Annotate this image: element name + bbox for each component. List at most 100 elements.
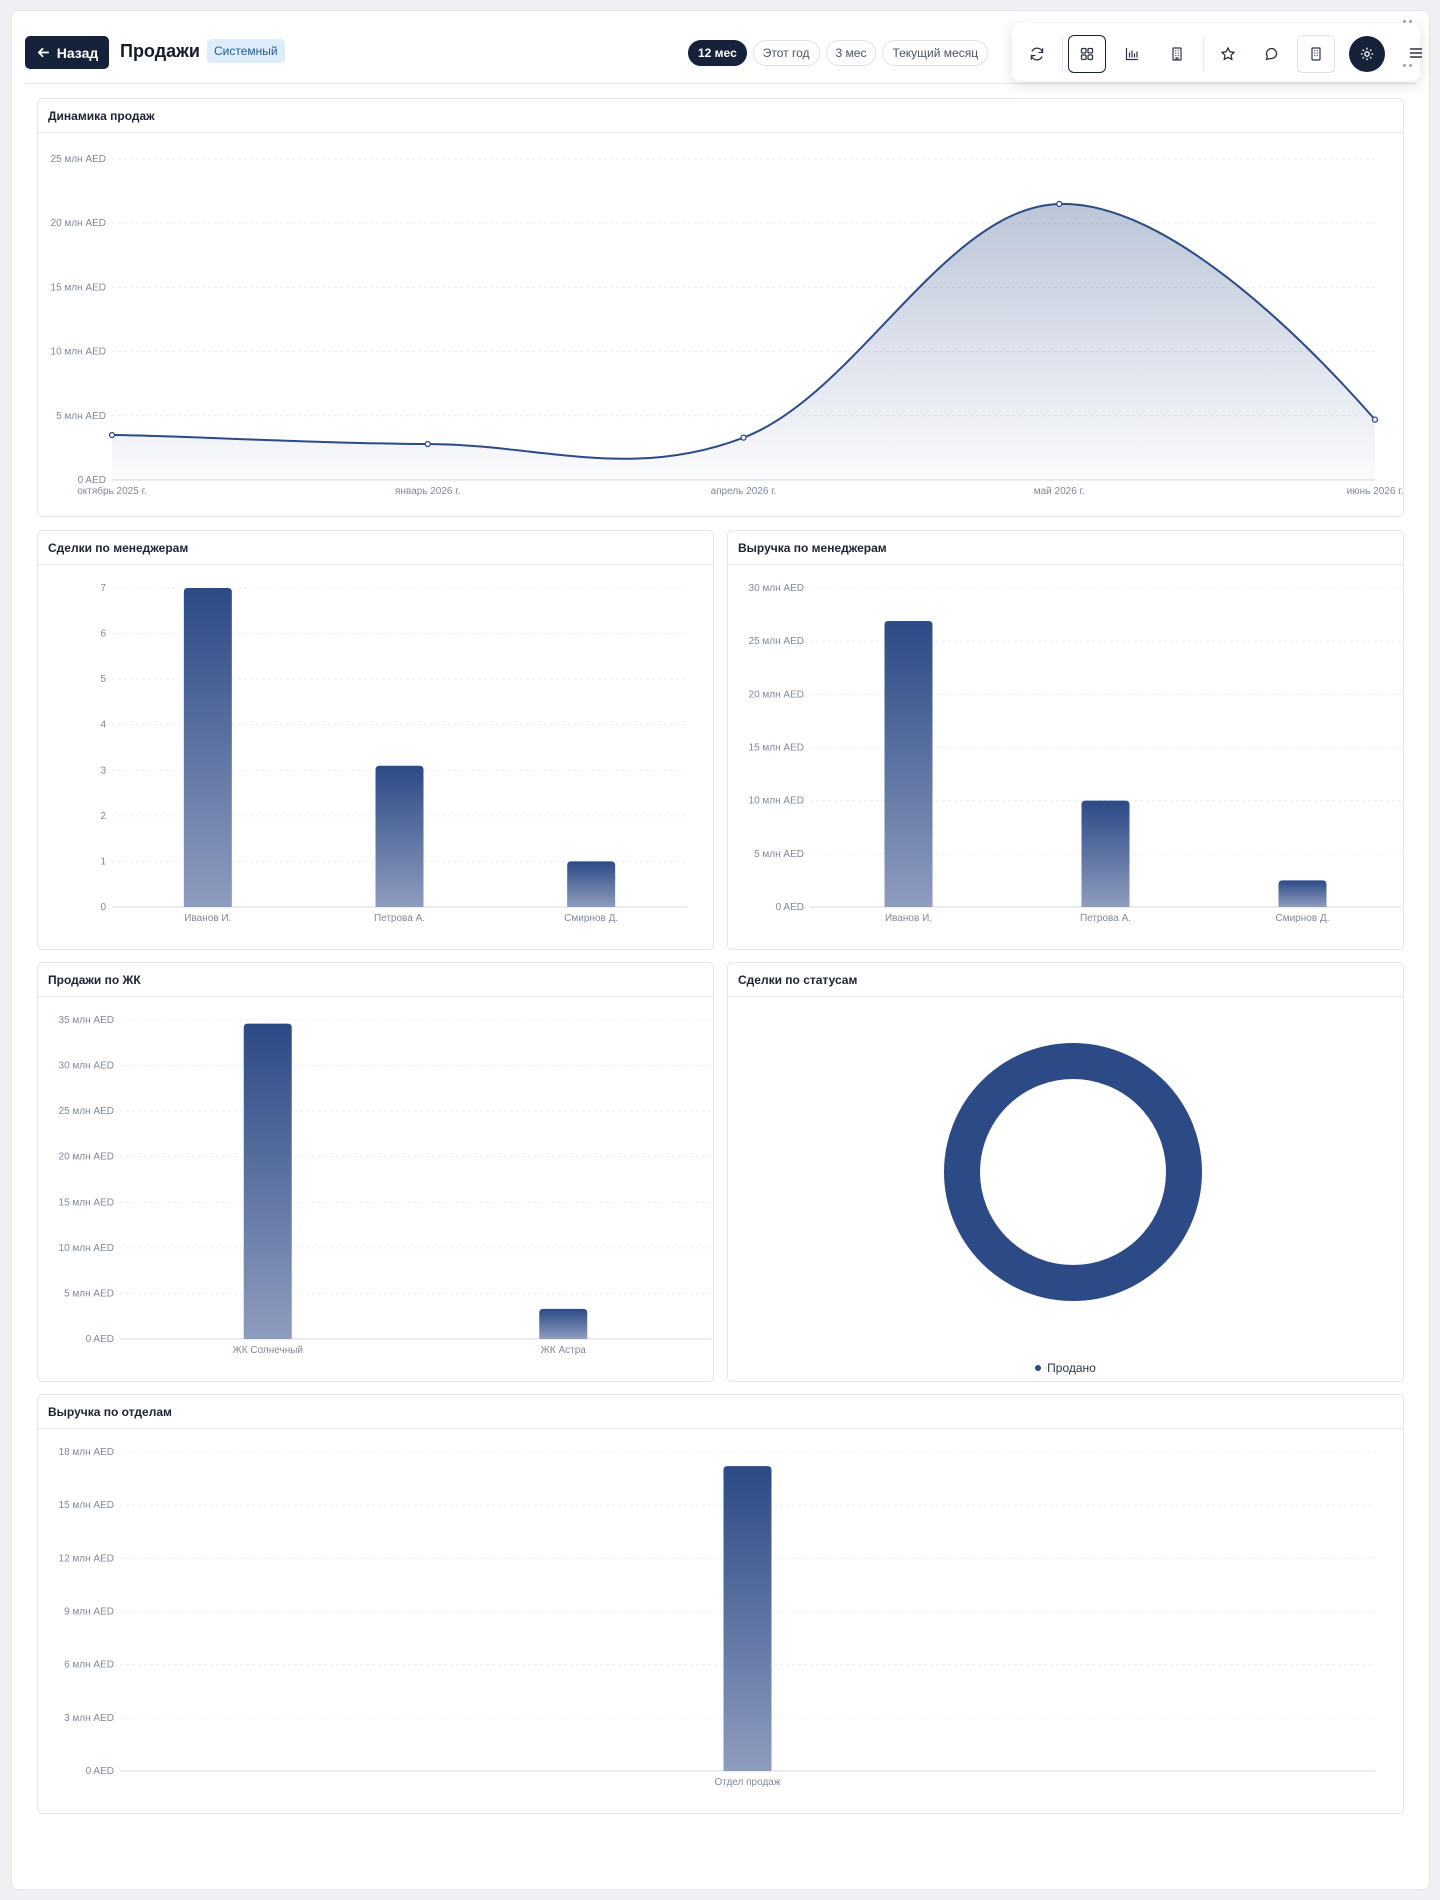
- sales-by-complex-chart: 0 AED 5 млн AED 10 млн AED 15 млн AED 20 млн…: [59, 1015, 711, 1356]
- settings-icon: [1360, 47, 1374, 61]
- x-tick-label: Смирнов Д.: [564, 913, 618, 924]
- y-tick-label: 30 млн AED: [59, 1061, 114, 1072]
- y-tick-label: 12 млн AED: [59, 1553, 114, 1564]
- card-title: Сделки по статусам: [728, 963, 1403, 997]
- period-current-month[interactable]: Текущий месяц: [882, 40, 989, 66]
- data-point[interactable]: [1371, 416, 1379, 423]
- menu-icon: [1409, 48, 1423, 58]
- bar-chart-icon: [1125, 47, 1139, 61]
- comments-button[interactable]: [1253, 35, 1291, 73]
- y-tick-label: 1: [100, 856, 106, 867]
- y-tick-label: 15 млн AED: [59, 1197, 114, 1208]
- deals-by-manager-chart: 0 1 2 3 4 5 6 7 Иванов И. Петрова А. Смирнов Д.: [100, 583, 687, 924]
- legend-label: Продано: [1047, 1361, 1096, 1375]
- bar[interactable]: [723, 1466, 772, 1771]
- y-tick-label: 4: [100, 720, 106, 731]
- x-tick-label: Смирнов Д.: [1276, 913, 1330, 924]
- grid-view-button[interactable]: [1068, 35, 1106, 73]
- y-tick-label: 10 млн AED: [59, 1243, 114, 1254]
- y-tick-label: 25 млн AED: [59, 1106, 114, 1117]
- data-point[interactable]: [108, 431, 116, 439]
- y-tick-label: 6: [100, 629, 106, 640]
- card-sales-dynamics: Динамика продаж 0 AED 5 млн AED 10 млн AED…: [37, 98, 1404, 517]
- y-tick-label: 0 AED: [776, 902, 804, 913]
- y-tick-label: 15 млн AED: [51, 282, 106, 293]
- charts-button[interactable]: [1113, 35, 1151, 73]
- period-12m[interactable]: 12 мес: [688, 40, 747, 66]
- x-tick-label: Петрова А.: [1080, 913, 1131, 924]
- card-revenue-by-department: Выручка по отделам 0 AED 3 млн AED 6 млн A…: [37, 1394, 1404, 1814]
- y-tick-label: 30 млн AED: [749, 583, 804, 594]
- data-point[interactable]: [424, 440, 431, 448]
- bar[interactable]: [1278, 880, 1327, 907]
- bar[interactable]: [539, 1308, 588, 1339]
- y-tick-label: 5 млн AED: [56, 411, 106, 422]
- favorites-button[interactable]: [1209, 35, 1247, 73]
- card-title: Выручка по отделам: [38, 1395, 1403, 1429]
- deals-by-status-chart: [944, 1043, 1202, 1301]
- toolbar-divider: [1062, 37, 1063, 71]
- drag-handle-bottom[interactable]: [1403, 64, 1413, 68]
- y-tick-label: 0: [100, 902, 106, 913]
- x-tick-label: Иванов И.: [184, 913, 231, 924]
- y-tick-label: 0 AED: [78, 475, 106, 486]
- bar[interactable]: [884, 620, 933, 907]
- period-filter: 12 мес Этот год 3 мес Текущий месяц: [688, 40, 989, 66]
- y-tick-label: 18 млн AED: [59, 1447, 114, 1458]
- dashboard-page: Назад Продажи Системный 12 мес Этот год …: [12, 11, 1429, 1889]
- revenue-by-manager-chart: 0 AED 5 млн AED 10 млн AED 15 млн AED 20 млн…: [749, 583, 1401, 924]
- card-deals-by-manager: Сделки по менеджерам 0 1 2 3 4 5 6 7 Иванов И. Пе…: [37, 530, 714, 950]
- card-title: Выручка по менеджерам: [728, 531, 1403, 565]
- bar[interactable]: [375, 765, 424, 907]
- y-tick-label: 20 млн AED: [749, 689, 804, 700]
- grid-view-icon: [1080, 47, 1094, 61]
- y-tick-label: 0 AED: [86, 1334, 114, 1345]
- back-button-label: Назад: [56, 44, 99, 61]
- y-tick-label: 3 млн AED: [64, 1713, 114, 1724]
- star-icon: [1221, 47, 1235, 61]
- drag-handle-top[interactable]: [1403, 20, 1413, 24]
- y-tick-label: 7: [100, 583, 106, 594]
- top-bar: Назад Продажи Системный 12 мес Этот год …: [25, 24, 1416, 84]
- bar[interactable]: [243, 1023, 292, 1339]
- x-tick-label: Петрова А.: [374, 913, 425, 924]
- bar[interactable]: [1081, 800, 1130, 907]
- x-tick-label: апрель 2026 г.: [711, 486, 777, 497]
- series-line[interactable]: [111, 202, 1376, 460]
- period-3m[interactable]: 3 мес: [825, 40, 877, 66]
- revenue-by-department-chart: 0 AED 3 млн AED 6 млн AED 9 млн AED 12 млн A…: [59, 1447, 1375, 1788]
- y-tick-label: 2: [100, 811, 106, 822]
- card-revenue-by-manager: Выручка по менеджерам 0 AED 5 млн AED 10 м…: [727, 530, 1404, 950]
- building-button[interactable]: [1158, 35, 1196, 73]
- back-button[interactable]: Назад: [25, 36, 109, 69]
- chart-legend[interactable]: Продано: [728, 1361, 1403, 1375]
- bar[interactable]: [567, 861, 616, 907]
- chat-icon: [1265, 47, 1278, 61]
- refresh-button[interactable]: [1018, 35, 1056, 73]
- pie-slice[interactable]: [944, 1043, 1202, 1301]
- settings-button[interactable]: [1349, 36, 1385, 72]
- y-tick-label: 0 AED: [86, 1766, 114, 1777]
- y-tick-label: 9 млн AED: [64, 1607, 114, 1618]
- y-tick-label: 5 млн AED: [64, 1288, 114, 1299]
- system-badge: Системный: [207, 39, 285, 63]
- document-button[interactable]: [1297, 35, 1335, 73]
- period-this-year[interactable]: Этот год: [752, 40, 820, 66]
- floating-toolbar: [1012, 23, 1420, 81]
- x-tick-label: Отдел продаж: [714, 1777, 780, 1788]
- x-tick-label: июнь 2026 г.: [1347, 486, 1403, 497]
- x-tick-label: январь 2026 г.: [395, 486, 460, 497]
- x-tick-label: октябрь 2025 г.: [77, 485, 147, 497]
- card-sales-by-complex: Продажи по ЖК 0 AED 5 млн AED 10 млн AED 15…: [37, 962, 714, 1382]
- refresh-icon: [1030, 47, 1044, 61]
- x-tick-label: ЖК Астра: [541, 1345, 587, 1356]
- x-tick-label: ЖК Солнечный: [233, 1345, 304, 1356]
- y-tick-label: 15 млн AED: [749, 743, 804, 754]
- data-point[interactable]: [740, 434, 747, 441]
- y-tick-label: 5: [100, 674, 106, 685]
- y-tick-label: 10 млн AED: [749, 796, 804, 807]
- data-point[interactable]: [1056, 200, 1063, 208]
- bar[interactable]: [183, 588, 232, 907]
- sales-dynamics-chart: 0 AED 5 млн AED 10 млн AED 15 млн AED 20 млн…: [51, 154, 1403, 497]
- menu-button[interactable]: [1403, 40, 1429, 66]
